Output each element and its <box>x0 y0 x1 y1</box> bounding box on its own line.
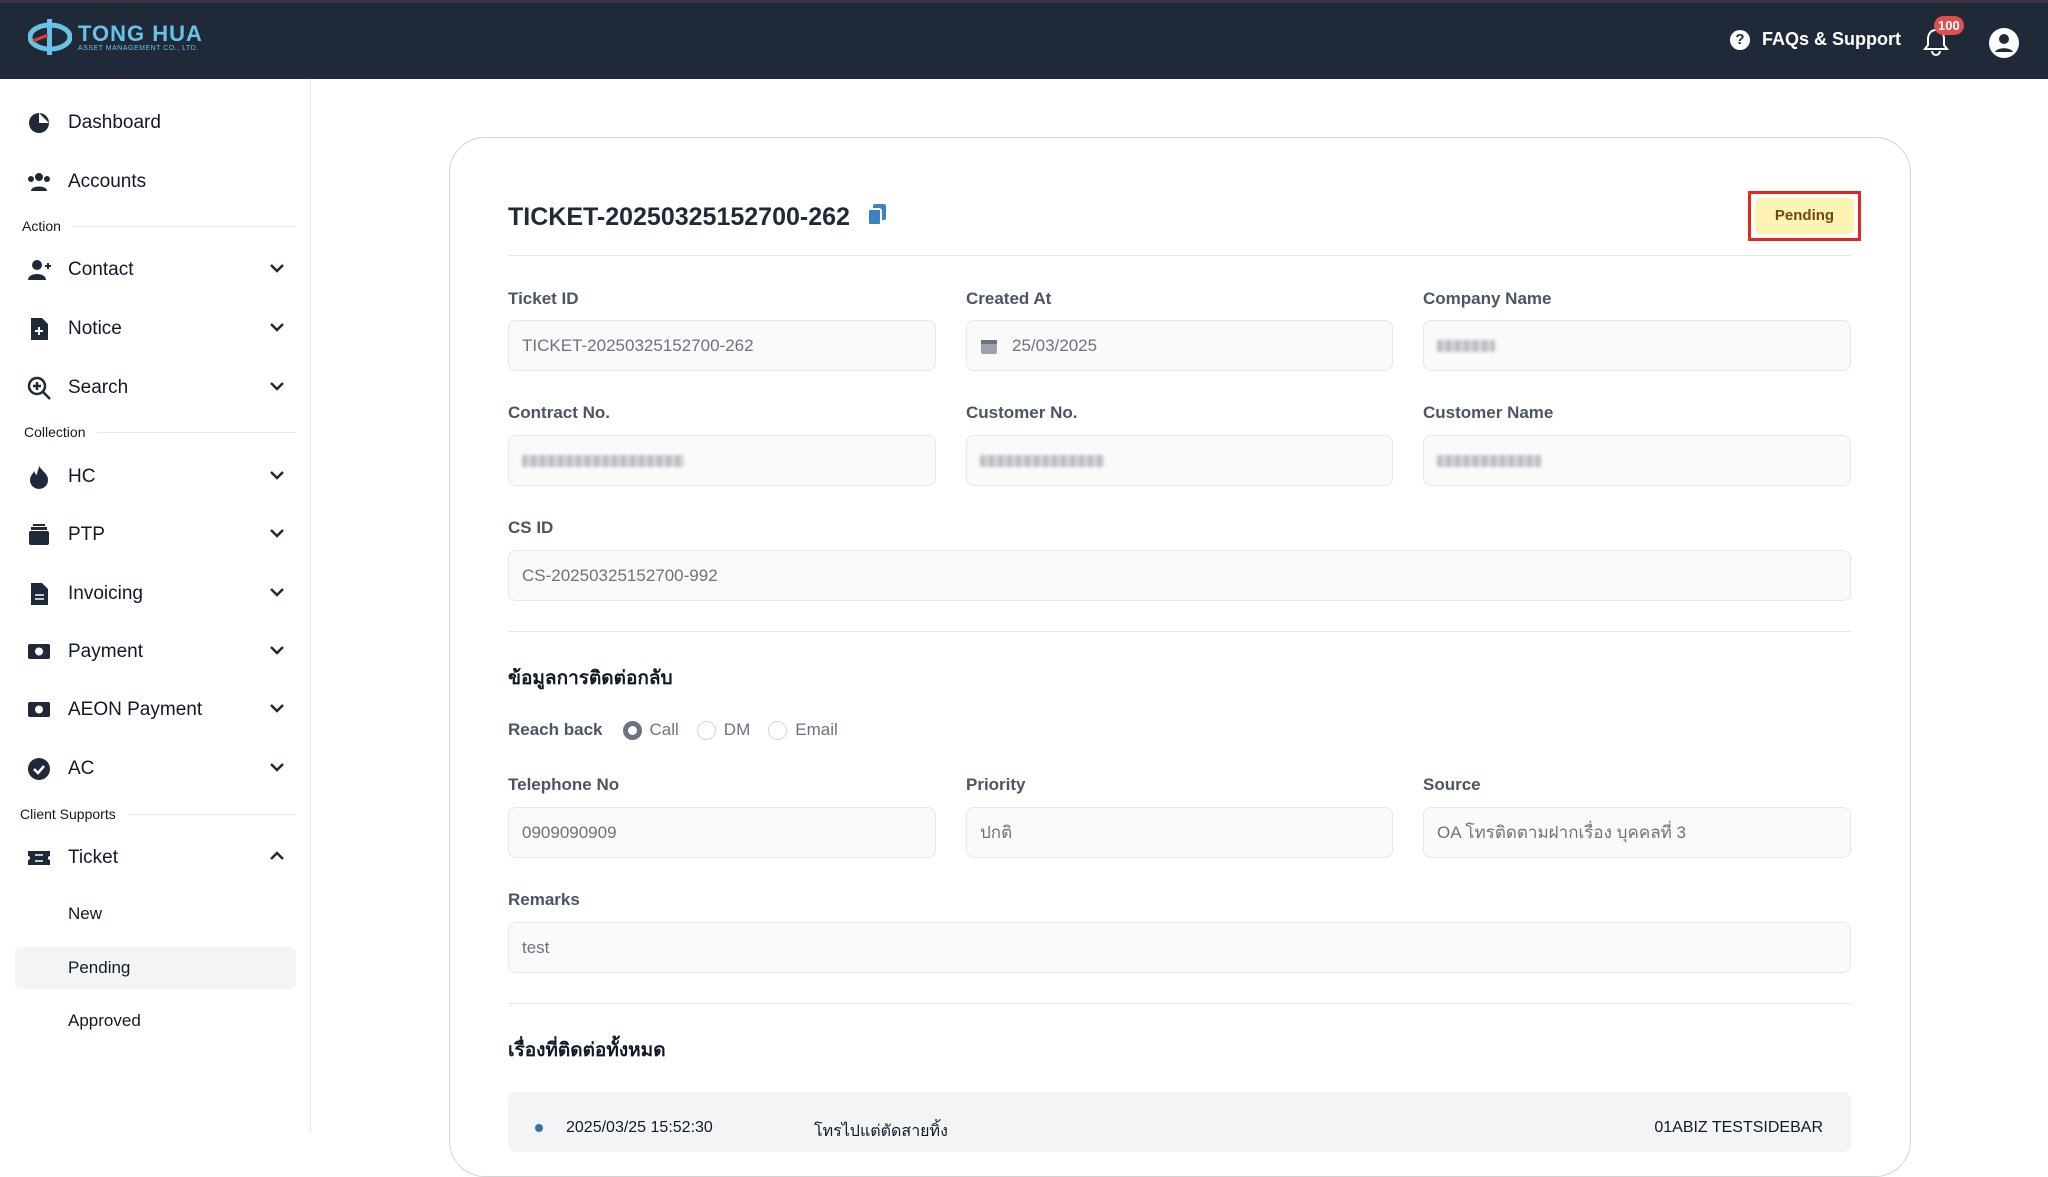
notification-badge: 100 <box>1934 16 1964 35</box>
contract-no-field[interactable] <box>508 435 936 486</box>
timeline-dot-icon <box>535 1124 543 1132</box>
stack-icon <box>26 522 52 548</box>
search-plus-icon <box>26 375 52 401</box>
sidebar <box>0 79 311 1132</box>
logo[interactable]: TONG HUA ASSET MANAGEMENT CO., LTD. <box>28 17 203 57</box>
money-icon <box>26 639 52 665</box>
company-name-field[interactable] <box>1423 320 1851 371</box>
source-field[interactable]: OA โทรติดตามฝากเรื่อง บุคคลที่ 3 <box>1423 807 1851 858</box>
sidebar-item-hc[interactable]: HC <box>26 464 286 490</box>
remarks-label: Remarks <box>508 890 580 909</box>
chevron-down-icon[interactable] <box>268 583 286 607</box>
remarks-field[interactable]: test <box>508 922 1851 973</box>
sidebar-item-ticket[interactable]: Ticket <box>26 845 286 871</box>
source-label: Source <box>1423 775 1481 794</box>
chevron-down-icon[interactable] <box>268 318 286 342</box>
sidebar-item-invoicing[interactable]: Invoicing <box>26 581 286 607</box>
sidebar-subitem-new[interactable]: New <box>68 904 103 923</box>
chevron-down-icon[interactable] <box>268 699 286 723</box>
faq-support-link[interactable]: ? FAQs & Support <box>1730 29 1901 50</box>
ticket-title: TICKET-20250325152700-262 <box>508 203 887 232</box>
chevron-down-icon[interactable] <box>268 377 286 401</box>
customer-no-field[interactable] <box>966 435 1393 486</box>
created-at-label: Created At <box>966 289 1052 308</box>
check-circle-icon <box>26 756 52 782</box>
chevron-down-icon[interactable] <box>268 466 286 490</box>
divider <box>508 255 1851 256</box>
pie-chart-icon <box>26 110 52 136</box>
copy-icon[interactable] <box>866 203 887 227</box>
status-badge: Pending <box>1748 191 1861 241</box>
chevron-up-icon[interactable] <box>268 847 286 871</box>
reachback-heading: ข้อมูลการติดต่อกลับ <box>508 668 673 689</box>
ticket-id-label: Ticket ID <box>508 289 579 308</box>
ticket-card <box>449 137 1911 1177</box>
fire-icon <box>26 464 52 490</box>
customer-name-field[interactable] <box>1423 435 1851 486</box>
calendar-icon <box>981 339 997 354</box>
chevron-down-icon[interactable] <box>268 758 286 782</box>
ticket-id-field[interactable]: TICKET-20250325152700-262 <box>508 320 936 371</box>
redacted-value <box>1437 454 1541 467</box>
divider <box>508 631 1851 632</box>
redacted-value <box>980 454 1104 467</box>
section-client-supports: Client Supports <box>20 806 296 822</box>
priority-label: Priority <box>966 775 1026 794</box>
sidebar-subitem-approved[interactable]: Approved <box>68 1011 141 1030</box>
cs-id-label: CS ID <box>508 518 554 537</box>
sidebar-subitem-pending[interactable]: Pending <box>68 958 131 977</box>
reachback-group: Reach back Call DM Email <box>508 720 838 740</box>
telephone-label: Telephone No <box>508 775 620 794</box>
sidebar-item-ac[interactable]: AC <box>26 756 286 782</box>
logo-icon <box>28 19 72 55</box>
radio-email[interactable]: Email <box>768 720 838 740</box>
chevron-down-icon[interactable] <box>268 259 286 283</box>
selected-highlight <box>15 947 296 989</box>
user-plus-icon <box>26 257 52 283</box>
user-avatar-icon[interactable] <box>1988 27 2020 59</box>
cs-id-field[interactable]: CS-20250325152700-992 <box>508 550 1851 601</box>
created-at-field[interactable]: 25/03/2025 <box>966 320 1393 371</box>
invoice-icon <box>26 581 52 607</box>
divider <box>508 1003 1851 1004</box>
redacted-value <box>522 454 684 467</box>
file-plus-icon <box>26 316 52 342</box>
sidebar-item-ptp[interactable]: PTP <box>26 522 286 548</box>
sidebar-item-accounts[interactable]: Accounts <box>26 169 286 195</box>
top-bar: TONG HUA ASSET MANAGEMENT CO., LTD. ? FAQs… <box>0 0 2048 79</box>
company-name-label: Company Name <box>1423 289 1552 308</box>
sidebar-item-dashboard[interactable]: Dashboard <box>26 110 286 136</box>
history-item: 2025/03/25 15:52:30 โทรไปแต่ตัดสายทิ้ง 0… <box>508 1092 1851 1152</box>
customer-no-label: Customer No. <box>966 403 1078 422</box>
sidebar-item-aeon-payment[interactable]: AEON Payment <box>26 697 286 723</box>
sidebar-item-contact[interactable]: Contact <box>26 257 286 283</box>
chevron-down-icon[interactable] <box>268 524 286 548</box>
section-action: Action <box>22 218 296 234</box>
customer-name-label: Customer Name <box>1423 403 1554 422</box>
users-icon <box>26 169 52 195</box>
section-collection: Collection <box>24 424 296 440</box>
sidebar-item-search[interactable]: Search <box>26 375 286 401</box>
help-icon: ? <box>1730 29 1750 50</box>
money-icon <box>26 697 52 723</box>
radio-dm[interactable]: DM <box>696 720 750 740</box>
history-heading: เรื่องที่ติดต่อทั้งหมด <box>508 1040 666 1061</box>
sidebar-item-notice[interactable]: Notice <box>26 316 286 342</box>
priority-field[interactable]: ปกติ <box>966 807 1393 858</box>
telephone-field[interactable]: 0909090909 <box>508 807 936 858</box>
ticket-icon <box>26 845 52 871</box>
chevron-down-icon[interactable] <box>268 641 286 665</box>
sidebar-item-payment[interactable]: Payment <box>26 639 286 665</box>
redacted-value <box>1437 339 1495 352</box>
contract-no-label: Contract No. <box>508 403 610 422</box>
radio-call[interactable]: Call <box>622 720 679 740</box>
